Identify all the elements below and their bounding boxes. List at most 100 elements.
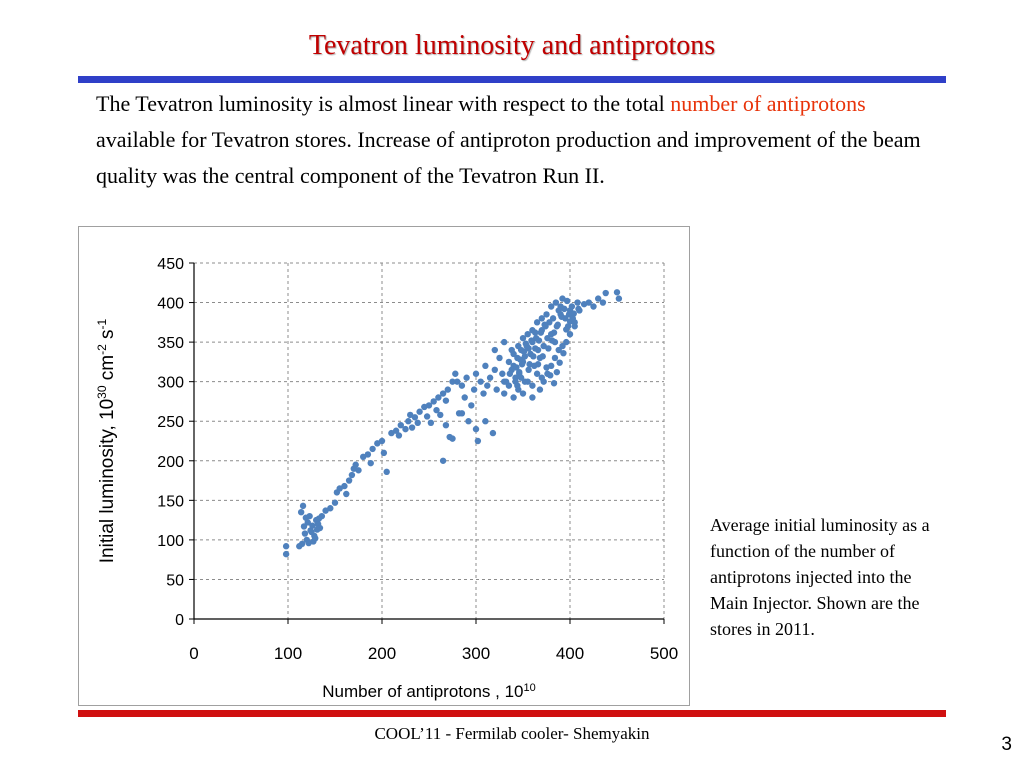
- data-point: [533, 370, 541, 377]
- data-point: [449, 435, 456, 442]
- data-point: [442, 397, 450, 404]
- y-tick-label: 450: [157, 256, 184, 273]
- data-point: [482, 418, 489, 425]
- grid-layer: [194, 262, 665, 619]
- data-point: [411, 414, 419, 421]
- data-point: [482, 362, 489, 370]
- data-point: [452, 370, 459, 377]
- data-point: [378, 437, 386, 445]
- data-point: [345, 477, 353, 484]
- data-point: [458, 382, 466, 389]
- data-point: [532, 329, 539, 336]
- data-point: [590, 303, 597, 310]
- x-tick-label: 300: [462, 644, 490, 663]
- data-point: [416, 408, 423, 415]
- data-point: [405, 418, 412, 425]
- data-point: [435, 394, 442, 401]
- data-point: [463, 374, 470, 381]
- y-tick-label: 350: [157, 335, 184, 352]
- data-point: [505, 358, 513, 366]
- data-point: [514, 382, 521, 389]
- data-point: [550, 329, 558, 336]
- data-point: [480, 390, 487, 397]
- data-point: [558, 313, 565, 320]
- intro-highlight: number of antiprotons: [670, 91, 866, 116]
- data-point: [524, 331, 531, 338]
- data-point: [364, 451, 372, 458]
- data-point: [521, 353, 529, 360]
- data-point: [468, 402, 475, 409]
- data-point: [574, 299, 581, 306]
- data-point: [502, 378, 510, 385]
- data-point: [528, 337, 535, 344]
- data-point: [615, 295, 623, 302]
- data-point: [369, 445, 376, 453]
- x-tick-label: 0: [189, 644, 198, 663]
- data-point: [518, 361, 526, 368]
- data-point: [524, 378, 531, 385]
- data-point: [408, 424, 416, 431]
- data-point: [444, 386, 451, 393]
- data-point: [439, 457, 447, 464]
- data-point: [552, 299, 560, 306]
- data-point: [566, 331, 574, 338]
- data-point: [563, 297, 571, 305]
- data-point: [571, 323, 578, 330]
- data-point: [308, 528, 315, 536]
- bottom-divider-bar: [78, 710, 946, 717]
- data-point: [533, 319, 541, 326]
- axis-layer: [189, 262, 665, 624]
- top-divider-bar: [78, 76, 946, 83]
- data-point: [536, 386, 544, 393]
- data-point: [301, 530, 309, 537]
- data-point: [516, 368, 523, 376]
- data-point: [535, 337, 543, 344]
- data-point: [297, 509, 305, 516]
- data-point: [484, 382, 491, 389]
- data-point: [534, 361, 542, 368]
- data-point: [545, 345, 552, 352]
- data-point: [526, 361, 533, 368]
- data-point: [529, 394, 536, 401]
- data-point: [595, 295, 602, 302]
- data-point: [343, 490, 350, 498]
- data-point: [563, 326, 570, 333]
- data-point: [539, 353, 546, 360]
- data-point: [395, 432, 403, 439]
- data-point: [563, 338, 570, 346]
- page-number: 3: [1001, 734, 1012, 755]
- data-point: [568, 303, 576, 310]
- data-point: [561, 305, 568, 313]
- data-point: [560, 349, 567, 357]
- y-tick-label: 100: [157, 533, 184, 550]
- data-point: [392, 427, 400, 434]
- intro-text-part2: available for Tevatron stores. Increase …: [96, 127, 921, 188]
- data-point: [312, 535, 319, 542]
- data-point: [543, 311, 550, 318]
- y-tick-label: 0: [175, 612, 184, 629]
- data-point: [306, 512, 313, 520]
- x-tick-label: 500: [650, 644, 678, 663]
- data-point: [423, 413, 431, 420]
- data-point: [529, 382, 536, 389]
- data-point: [470, 386, 478, 393]
- data-point: [508, 346, 515, 354]
- x-tick-label: 100: [274, 644, 302, 663]
- data-point: [513, 364, 520, 371]
- data-point: [352, 461, 359, 468]
- data-point: [282, 543, 290, 550]
- y-tick-label: 250: [157, 414, 184, 431]
- data-point: [547, 372, 554, 379]
- y-tick-label: 200: [157, 454, 184, 471]
- data-point: [442, 421, 450, 429]
- data-point: [380, 449, 388, 457]
- data-point: [520, 348, 528, 355]
- data-point: [519, 390, 527, 397]
- data-point: [602, 289, 609, 297]
- data-point: [402, 425, 409, 433]
- data-point: [299, 502, 307, 510]
- data-point: [506, 370, 514, 377]
- data-point: [430, 398, 437, 405]
- data-point: [465, 418, 472, 425]
- data-point: [613, 289, 621, 296]
